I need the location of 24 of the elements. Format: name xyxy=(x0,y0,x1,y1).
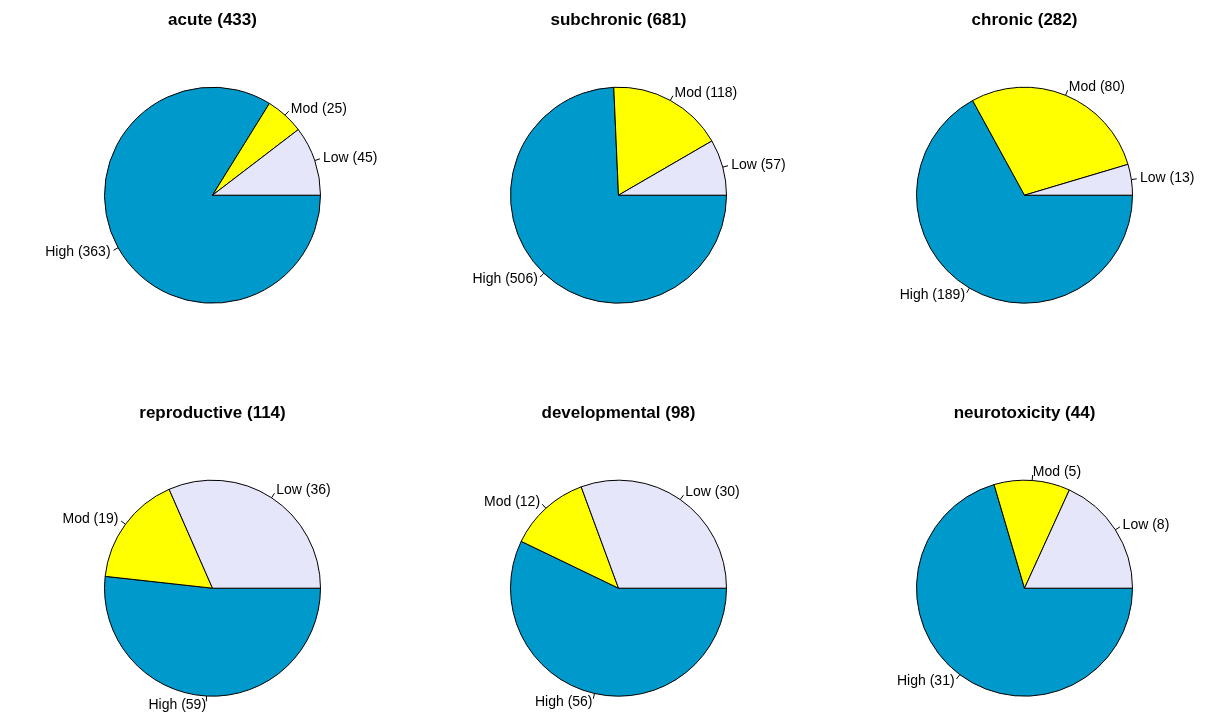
chart-title: acute (433) xyxy=(168,9,257,29)
slice-label: High (31) xyxy=(897,672,955,689)
slice-label: Mod (80) xyxy=(1068,78,1125,95)
slice-label: High (506) xyxy=(472,270,538,287)
slice-label: Low (8) xyxy=(1122,516,1170,532)
chart-title: reproductive (114) xyxy=(139,402,286,422)
slice-label: Low (57) xyxy=(731,155,786,172)
slice-label: High (56) xyxy=(534,692,593,709)
chart-title: neurotoxicity (44) xyxy=(953,402,1096,422)
slice-label: High (189) xyxy=(899,286,966,303)
chart-title: subchronic (681) xyxy=(550,9,687,29)
slice-label: Mod (12) xyxy=(484,492,541,509)
slice-label: Low (45) xyxy=(322,148,378,165)
slice-label: Mod (118) xyxy=(674,83,738,100)
slice-label: Mod (25) xyxy=(290,99,347,116)
slice-label: Low (36) xyxy=(276,481,331,498)
slice-label: High (363) xyxy=(45,242,111,259)
slice-label: Low (30) xyxy=(685,483,740,500)
slice-label: High (59) xyxy=(148,695,207,712)
chart-title: developmental (98) xyxy=(541,402,696,422)
slice-label: Low (13) xyxy=(1139,169,1195,186)
chart-title: chronic (282) xyxy=(971,9,1078,29)
slice-label: Mod (19) xyxy=(62,509,119,526)
slice-label: Mod (5) xyxy=(1032,462,1082,479)
